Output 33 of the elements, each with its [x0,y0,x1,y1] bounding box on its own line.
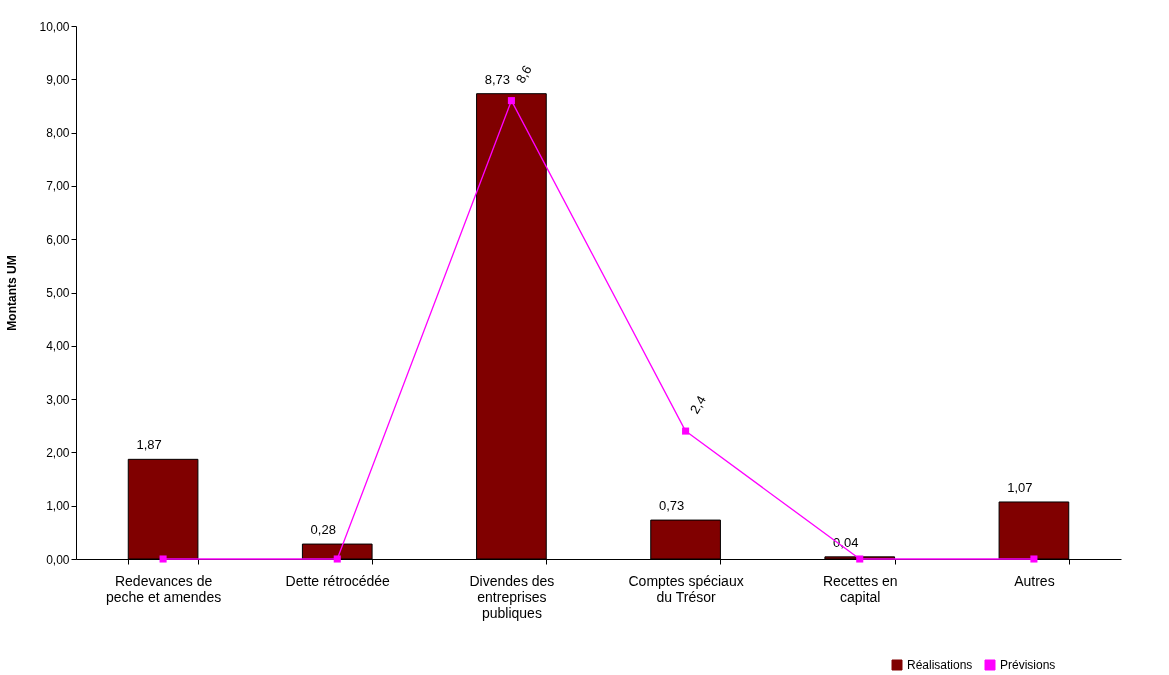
y-tick-label: 9,00 [46,72,70,87]
x-tick-label: Comptes spéciaux du Trésor [628,572,744,605]
y-tick-label: 3,00 [46,392,70,407]
x-tick-label: Divendes des entreprises publiques [469,572,555,621]
x-tick-label: Dette rétrocédée [285,572,391,589]
y-tick-label: 0,00 [46,552,70,567]
data-label: 8,6 [512,62,535,86]
data-label: 2,4 [686,393,709,417]
data-label: 0,73 [658,498,685,514]
y-tick-label: 2,00 [46,445,70,460]
x-tick-label: Recettes en capital [822,572,898,605]
y-tick-label: 10,00 [39,19,70,34]
data-label: 1,07 [1007,479,1033,495]
point [507,97,515,105]
legend-label: Réalisations [907,658,973,672]
point [856,555,864,563]
y-tick-label: 4,00 [46,339,70,354]
data-label: 1,87 [136,437,162,453]
y-tick-label: 6,00 [46,232,70,247]
point [159,555,167,563]
y-axis-title: Montants UM [5,255,20,331]
y-tick-label: 5,00 [46,286,70,300]
legend-label: Prévisions [1000,658,1056,672]
data-label: 8,73 [484,71,511,87]
point [682,427,690,435]
x-tick-label: Redevances de peche et amendes [105,572,222,605]
y-tick-label: 7,00 [46,179,70,194]
y-tick-label: 1,00 [46,499,70,514]
x-tick-label: Autres [1014,572,1055,589]
y-tick-label: 8,00 [46,126,70,141]
point [333,555,341,563]
point [1030,555,1038,563]
data-label: 0,28 [310,522,336,538]
